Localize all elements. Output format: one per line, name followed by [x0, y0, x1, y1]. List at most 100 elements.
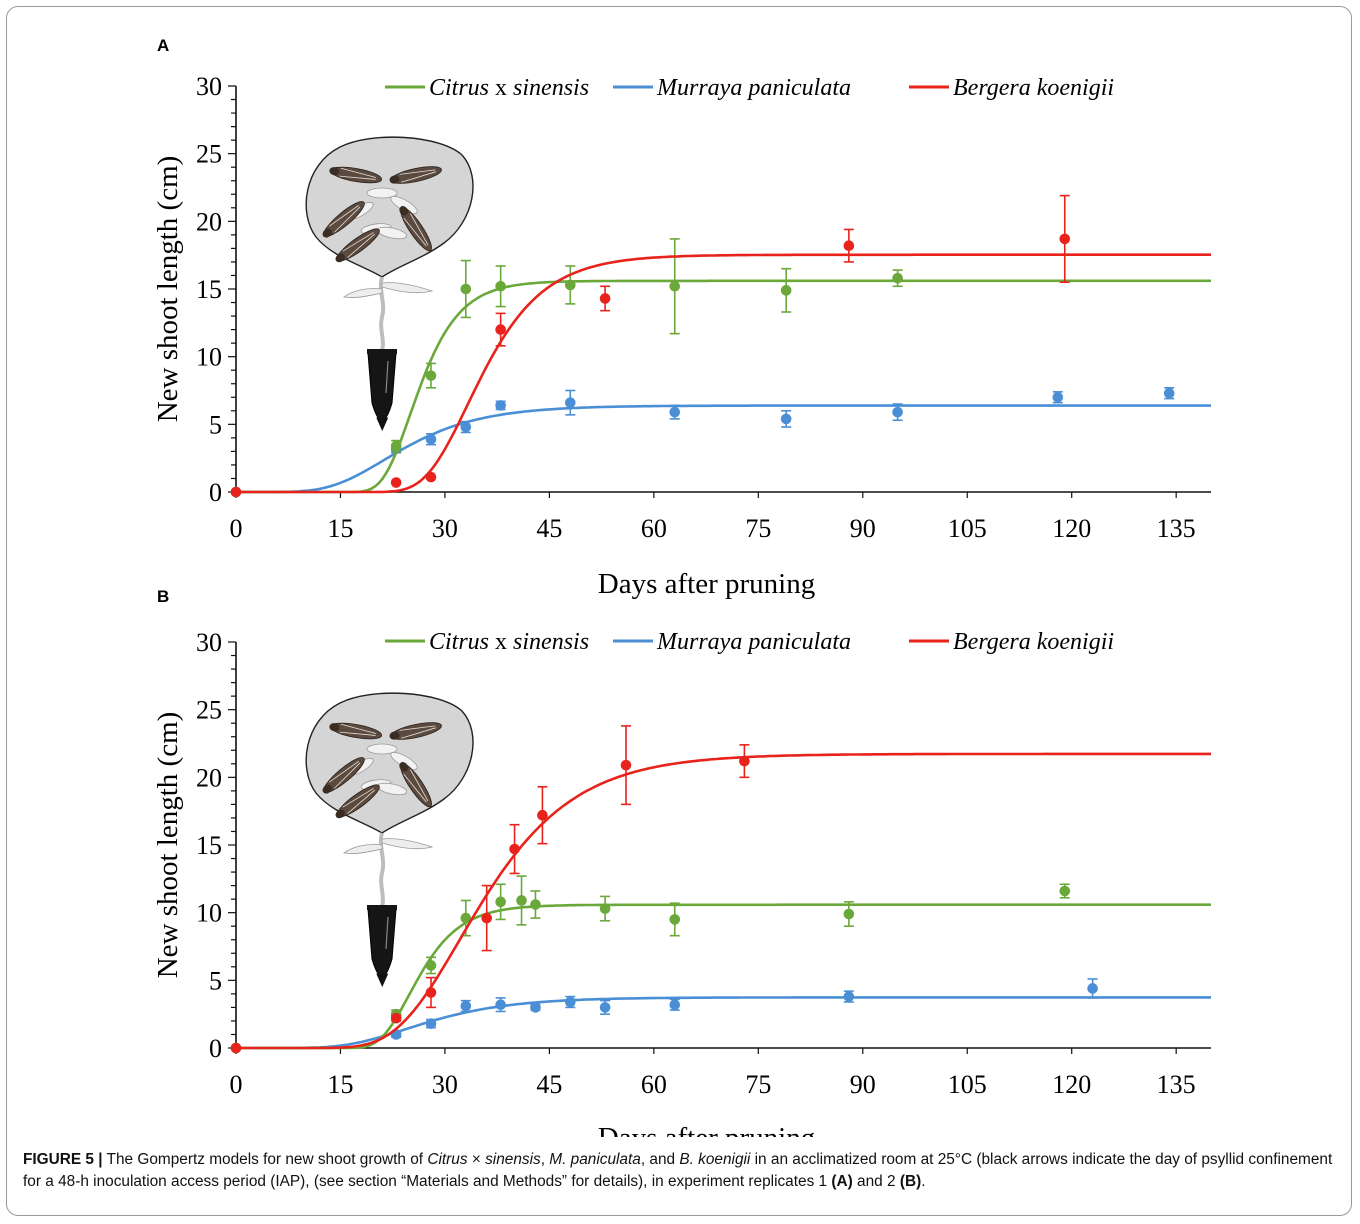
psyllid-wing-vein [339, 723, 376, 736]
plant-pot-highlight [385, 360, 389, 394]
x-tick-label: 0 [230, 514, 243, 543]
legend-label-part: Bergera koenigii [953, 75, 1114, 101]
data-point [230, 486, 242, 498]
data-point [1163, 387, 1175, 399]
psyllid-wing-vein [403, 769, 429, 803]
psyllid-head [335, 253, 345, 263]
data-point [1087, 983, 1098, 994]
psyllid-head [329, 167, 340, 176]
y-tick-label: 25 [196, 696, 222, 725]
psyllid-head [389, 731, 400, 740]
psyllid-icon [329, 722, 383, 740]
y-tick-label: 15 [196, 275, 222, 304]
data-point [425, 471, 437, 483]
data-point [669, 280, 681, 292]
psyllid-wing-vein [328, 761, 361, 789]
caption-text: The Gompertz models for new shoot growth… [23, 1151, 1332, 1190]
data-point [495, 896, 506, 908]
data-point [460, 1000, 472, 1012]
data-point [1059, 233, 1071, 245]
chart-panel-b: B 0 5 10 15 20 25 30 0 15 30 45 60 75 90 105 120 135 Days … [152, 587, 1211, 1137]
x-tick-label: 75 [745, 514, 771, 543]
x-axis-title: Days after pruning [598, 1122, 815, 1137]
caption-segment: sinensis [485, 1151, 541, 1168]
data-point [230, 1042, 242, 1054]
figure-frame: A 0 5 10 15 20 25 30 0 15 30 45 60 75 90 105 120 135 Days … [6, 6, 1352, 1216]
legend-label-part: Bergera koenigii [953, 629, 1114, 655]
arrow-head [376, 417, 389, 432]
data-point [495, 280, 506, 292]
data-point [509, 843, 520, 855]
y-tick-label: 30 [196, 72, 222, 101]
psyllid-wing-vein [342, 788, 376, 814]
legend-label-murraya: Murraya paniculata [656, 75, 851, 101]
data-point [1059, 885, 1071, 897]
axes: 0 5 10 15 20 25 30 0 15 30 45 60 75 90 105 120 135 Days a… [152, 628, 1211, 1137]
x-tick-label: 120 [1052, 1070, 1091, 1099]
x-tick-label: 45 [536, 1070, 562, 1099]
x-tick-label: 15 [327, 514, 353, 543]
caption-segment: , [540, 1151, 550, 1168]
data-point [564, 397, 576, 408]
x-tick-label: 105 [948, 514, 987, 543]
x-tick-label: 60 [641, 1070, 667, 1099]
caption-segment: × [467, 1151, 486, 1168]
data-point [530, 1002, 541, 1013]
psyllid-head [335, 809, 345, 819]
legend-item-murraya: Murraya paniculata [613, 629, 851, 655]
data-point [564, 996, 576, 1008]
y-tick-label: 0 [209, 1034, 222, 1063]
leaf-shape [381, 838, 434, 850]
x-tick-label: 30 [432, 1070, 458, 1099]
x-tick-label: 60 [641, 514, 667, 543]
legend-label-part: Citrus [429, 629, 489, 655]
data-point [390, 440, 402, 452]
caption-segment: (B) [899, 1173, 922, 1191]
fit-curve-bergera [236, 752, 1211, 1050]
data-point [780, 285, 792, 296]
caption-segment: B. koenigii [679, 1151, 751, 1168]
data-point [537, 809, 548, 821]
data-point [892, 272, 903, 284]
psyllid-head [322, 228, 332, 238]
legend-label-citrus: Citrus x sinensis [429, 629, 589, 655]
data-point [599, 293, 611, 304]
figure-caption: FIGURE 5 | The Gompertz models for new s… [23, 1149, 1349, 1194]
caption-segment: The Gompertz models for new shoot growth… [102, 1151, 428, 1168]
legend-label-part: Murraya paniculata [656, 629, 851, 655]
psyllid-icon [322, 757, 365, 794]
y-tick-label: 0 [209, 478, 222, 507]
plant-pot-rim [367, 349, 397, 354]
y-tick-label: 20 [196, 207, 222, 236]
data-point [516, 895, 527, 906]
psyllid-wing-vein [339, 167, 376, 180]
caption-segment: M. paniculata [549, 1151, 641, 1168]
psyllid-wing-vein [403, 213, 429, 247]
psyllid-wing-vein [328, 205, 361, 233]
psyllid-head [389, 175, 400, 184]
caption-segment: , and [640, 1151, 680, 1168]
legend-label-part: x [489, 629, 513, 655]
leaf-shape [366, 743, 398, 755]
psyllid-head [329, 723, 340, 732]
y-tick-label: 5 [209, 410, 222, 439]
psyllid-bag-illustration [305, 136, 474, 424]
data-point [843, 240, 855, 251]
data-point [843, 908, 855, 920]
data-point [425, 1018, 437, 1029]
psyllid-wing-vein [399, 169, 436, 183]
legend-item-murraya: Murraya paniculata [613, 75, 851, 101]
data-point [460, 421, 472, 433]
leaf-shape [381, 282, 434, 294]
plant-pot-highlight [385, 916, 389, 950]
plant-pot [367, 908, 397, 980]
data-point [669, 999, 681, 1010]
psyllid-bag-illustration [305, 692, 474, 980]
x-tick-label: 75 [745, 1070, 771, 1099]
y-tick-label: 20 [196, 763, 222, 792]
legend-label-part: sinensis [513, 75, 589, 101]
caption-segment: (A) [831, 1173, 853, 1191]
data-point [669, 914, 681, 925]
legend-label-citrus: Citrus x sinensis [429, 75, 589, 101]
